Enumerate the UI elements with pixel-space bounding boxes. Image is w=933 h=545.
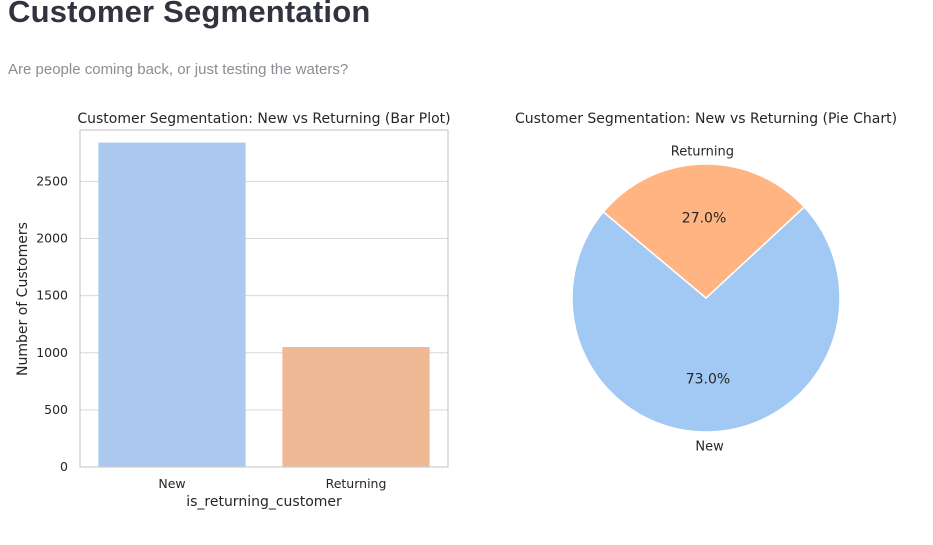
bar-new	[98, 142, 246, 467]
bar-x-ticks: New Returning	[158, 476, 386, 491]
bar-y-ticks: 0 500 1000 1500 2000 2500	[36, 173, 68, 474]
page-subtitle: Are people coming back, or just testing …	[8, 61, 349, 78]
bar-y-tick-label: 2000	[36, 231, 68, 246]
pie-labels: 73.0% New 27.0% Returning	[671, 145, 734, 455]
bar-chart: 0 500 1000 1500 2000 2500 New Returning Custom…	[15, 111, 451, 510]
bar-y-tick-label: 500	[44, 402, 68, 417]
bar-x-tick-label: Returning	[326, 476, 387, 491]
pie-slice-new	[571, 205, 841, 433]
pie-slices	[571, 163, 841, 433]
bar-returning	[282, 347, 430, 467]
bar-bars	[98, 142, 430, 467]
bar-y-tick-label: 1000	[36, 345, 68, 360]
bar-y-tick-label: 2500	[36, 173, 68, 188]
pie-chart-title: Customer Segmentation: New vs Returning …	[515, 111, 897, 127]
pie-pct-label: 73.0%	[686, 371, 730, 387]
page-title: Customer Segmentation	[8, 0, 371, 29]
bar-chart-title: Customer Segmentation: New vs Returning …	[77, 111, 450, 127]
bar-y-axis-label: Number of Customers	[15, 222, 31, 376]
bar-plot-frame	[79, 129, 449, 468]
pie-slice-returning	[602, 163, 806, 299]
bar-y-tick-label: 1500	[36, 288, 68, 303]
bar-x-axis-label: is_returning_customer	[186, 494, 342, 510]
bar-x-tick-label: New	[158, 476, 185, 491]
pie-pct-label: 27.0%	[682, 211, 726, 227]
bar-y-tick-label: 0	[60, 459, 68, 474]
pie-slice-label: New	[695, 439, 724, 454]
pie-slice-label: Returning	[671, 145, 734, 160]
